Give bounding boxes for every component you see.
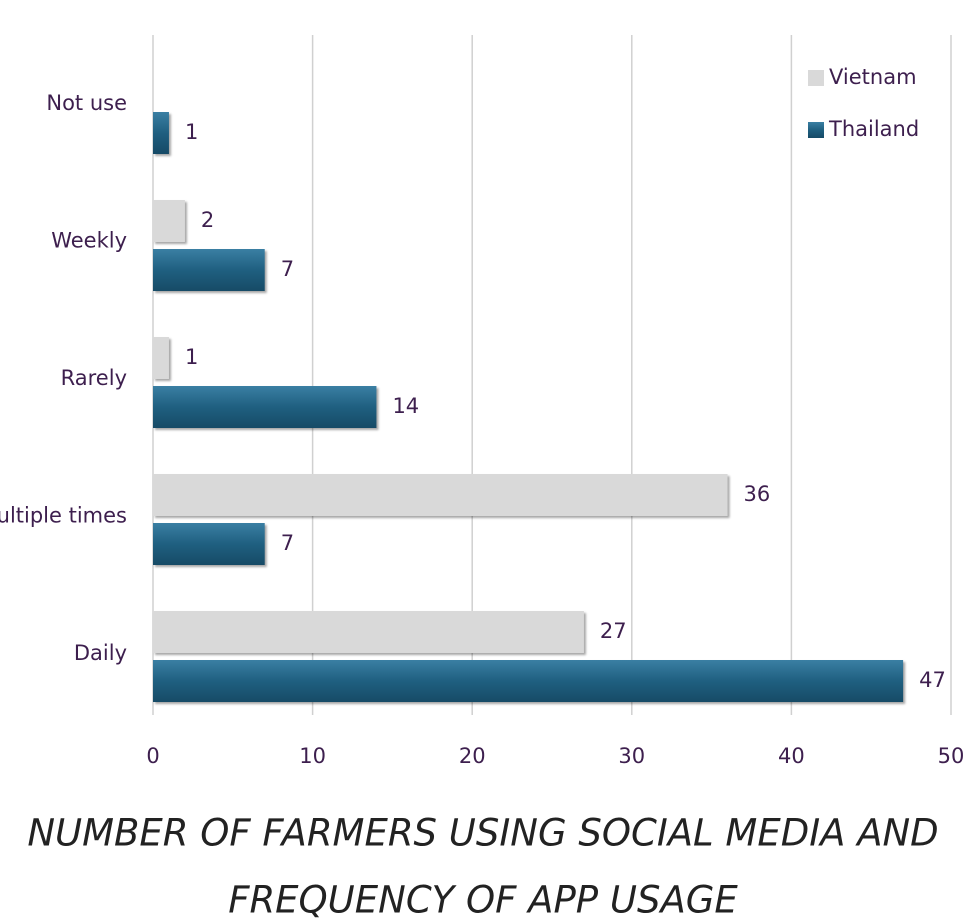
data-label: 2 xyxy=(201,208,214,232)
y-tick-label: Not use xyxy=(46,91,127,115)
data-label: 7 xyxy=(281,531,294,555)
x-tick-label: 20 xyxy=(459,744,486,768)
y-tick-label: Rarely xyxy=(61,366,127,390)
data-label: 27 xyxy=(600,619,627,643)
data-label: 1 xyxy=(185,345,198,369)
bar xyxy=(153,249,265,291)
data-label: 47 xyxy=(919,668,946,692)
data-label: 36 xyxy=(744,482,771,506)
x-tick-label: 50 xyxy=(938,744,965,768)
chart-title: NUMBER OF FARMERS USING SOCIAL MEDIA AND xyxy=(27,812,938,855)
y-tick-label: Multiple times xyxy=(0,504,127,528)
data-label: 7 xyxy=(281,257,294,281)
chart-title: FREQUENCY OF APP USAGE xyxy=(228,879,738,922)
bar xyxy=(153,474,728,516)
legend-label: Vietnam xyxy=(829,65,917,89)
bar xyxy=(153,112,169,154)
data-label: 1 xyxy=(185,120,198,144)
legend-label: Thailand xyxy=(828,117,919,141)
y-tick-label: Daily xyxy=(74,641,127,665)
x-tick-label: 30 xyxy=(618,744,645,768)
bar xyxy=(153,200,185,242)
x-tick-label: 10 xyxy=(299,744,326,768)
x-tick-label: 40 xyxy=(778,744,805,768)
legend-swatch xyxy=(808,70,824,86)
y-tick-label: Weekly xyxy=(51,229,127,253)
bar xyxy=(153,660,904,702)
data-label: 14 xyxy=(392,394,419,418)
bar xyxy=(153,523,265,565)
legend-swatch xyxy=(808,122,824,138)
bar xyxy=(153,386,377,428)
x-tick-label: 0 xyxy=(146,744,159,768)
bar xyxy=(153,337,169,379)
bar xyxy=(153,611,584,653)
